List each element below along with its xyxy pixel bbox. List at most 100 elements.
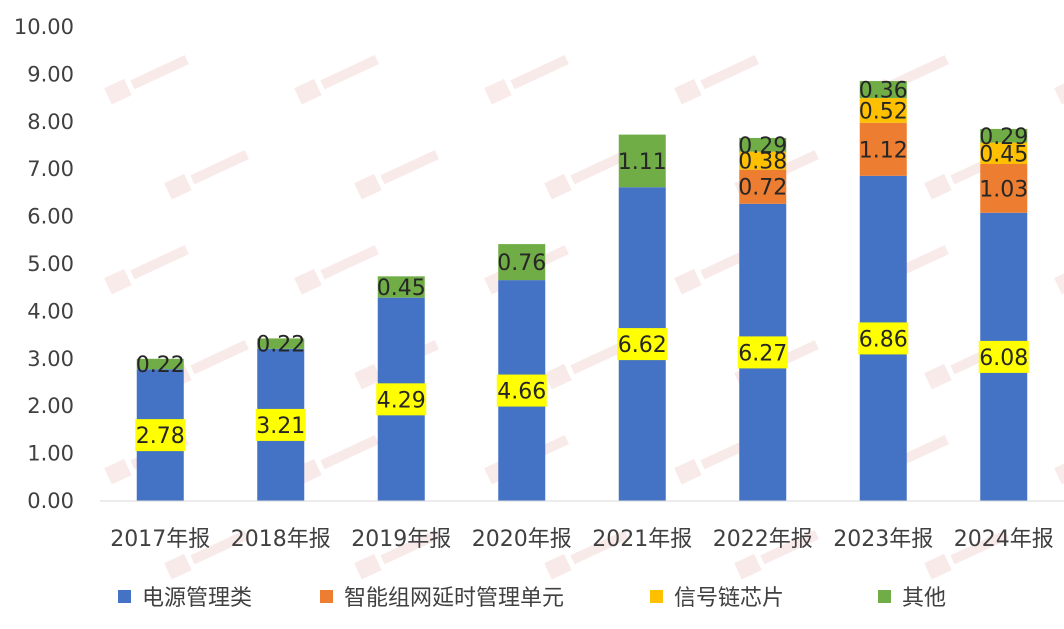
y-tick-label: 8.00: [27, 110, 74, 134]
data-label: 1.12: [859, 138, 908, 163]
data-labels: 2.78 0.22 3.21 0.22 4.29 0.45 4.66 0.76 6.62 1.11…: [135, 79, 1029, 452]
data-label: 0.36: [859, 79, 908, 104]
x-tick-label: 2018年报: [231, 527, 331, 552]
data-label: 3.21: [256, 414, 305, 439]
watermark-icon: [294, 244, 379, 295]
bar-segment: [980, 142, 1028, 164]
watermark-icon: [104, 244, 189, 295]
y-tick-label: 10.00: [14, 15, 74, 39]
value-label-highlight: [376, 383, 427, 416]
bar-segment: [859, 98, 907, 123]
bar-segment: [859, 81, 907, 99]
legend-label: 电源管理类: [142, 586, 252, 611]
legend-label: 信号链芯片: [674, 586, 784, 611]
data-label: 0.52: [859, 99, 908, 124]
data-label: 0.29: [979, 125, 1028, 150]
watermark-layer: [104, 54, 1064, 580]
data-label: 1.11: [618, 150, 667, 175]
data-label: 2.78: [136, 424, 185, 449]
watermark-icon: [104, 54, 189, 105]
legend-swatch: [320, 590, 333, 603]
data-label: 0.22: [256, 333, 305, 358]
y-tick-label: 1.00: [27, 442, 74, 466]
data-label: 6.62: [618, 333, 667, 358]
value-label-highlight: [978, 340, 1029, 373]
x-tick-label: 2020年报: [472, 527, 572, 552]
legend-label: 其他: [902, 586, 946, 611]
legend: 电源管理类 智能组网延时管理单元 信号链芯片 其他: [118, 586, 946, 611]
watermark-icon: [1054, 458, 1064, 485]
bar-segment: [980, 163, 1028, 213]
value-label-highlight: [255, 408, 306, 441]
data-label: 0.22: [136, 353, 185, 378]
data-label: 6.08: [979, 346, 1028, 371]
legend-label: 智能组网延时管理单元: [344, 586, 564, 611]
watermark-icon: [674, 54, 759, 105]
legend-swatch: [650, 590, 663, 603]
data-label: 6.27: [738, 341, 787, 366]
bar-segment: [136, 358, 184, 370]
legend-item: 其他: [878, 586, 946, 611]
watermark-icon: [164, 149, 249, 200]
watermark-icon: [544, 149, 629, 200]
y-tick-label: 2.00: [27, 394, 74, 418]
watermark-icon: [734, 529, 819, 580]
watermark-icon: [354, 529, 439, 580]
bar-segment: [498, 244, 546, 281]
legend-swatch: [118, 590, 131, 603]
watermark-icon: [354, 149, 439, 200]
value-label-highlight: [135, 419, 186, 452]
y-tick-label: 6.00: [27, 205, 74, 229]
data-label: 1.03: [979, 177, 1028, 202]
y-tick-label: 5.00: [27, 252, 74, 276]
y-tick-label: 3.00: [27, 347, 74, 371]
watermark-icon: [484, 54, 569, 105]
watermark-icon: [294, 434, 379, 485]
data-label: 4.29: [377, 388, 426, 413]
watermark-icon: [294, 54, 379, 105]
legend-item: 信号链芯片: [650, 586, 784, 611]
y-tick-label: 0.00: [27, 489, 74, 513]
bar-segment: [739, 137, 787, 152]
data-label: 0.38: [738, 150, 787, 175]
bar-segment: [377, 276, 425, 298]
y-tick-label: 4.00: [27, 299, 74, 323]
x-tick-label: 2017年报: [110, 527, 210, 552]
data-label: 0.45: [377, 276, 426, 301]
x-tick-label: 2023年报: [833, 527, 933, 552]
data-label: 4.66: [497, 380, 546, 405]
x-tick-label: 2019年报: [351, 527, 451, 552]
y-tick-label: 9.00: [27, 62, 74, 86]
legend-item: 智能组网延时管理单元: [320, 586, 564, 611]
x-tick-label: 2024年报: [954, 527, 1054, 552]
bar-segment: [739, 151, 787, 170]
y-axis: 0.00 1.00 2.00 3.00 4.00 5.00 6.00 7.00 8.00 9.00…: [14, 15, 74, 513]
watermark-icon: [544, 339, 629, 390]
legend-item: 电源管理类: [118, 586, 252, 611]
x-tick-label: 2022年报: [713, 527, 813, 552]
data-label: 0.29: [738, 134, 787, 159]
value-label-highlight: [496, 374, 547, 407]
value-label-highlight: [737, 336, 788, 369]
bar-segment: [618, 134, 666, 188]
watermark-icon: [164, 529, 249, 580]
data-label: 0.72: [738, 176, 787, 201]
value-label-highlight: [617, 328, 668, 361]
bar-segment: [859, 122, 907, 176]
data-label: 0.45: [979, 142, 1028, 167]
data-label: 6.86: [859, 327, 908, 352]
bar-segment: [980, 128, 1028, 143]
watermark-icon: [544, 529, 629, 580]
data-label: 0.76: [497, 251, 546, 276]
legend-swatch: [878, 590, 891, 603]
bar-segment: [739, 169, 787, 204]
x-tick-label: 2021年报: [592, 527, 692, 552]
watermark-icon: [924, 529, 1009, 580]
watermark-icon: [1054, 268, 1064, 295]
x-axis: 2017年报 2018年报 2019年报 2020年报 2021年报 2022年报 2023…: [100, 500, 1064, 552]
y-tick-label: 7.00: [27, 157, 74, 181]
watermark-icon: [1054, 78, 1064, 105]
value-label-highlight: [858, 322, 909, 355]
bar-segment: [257, 338, 305, 349]
